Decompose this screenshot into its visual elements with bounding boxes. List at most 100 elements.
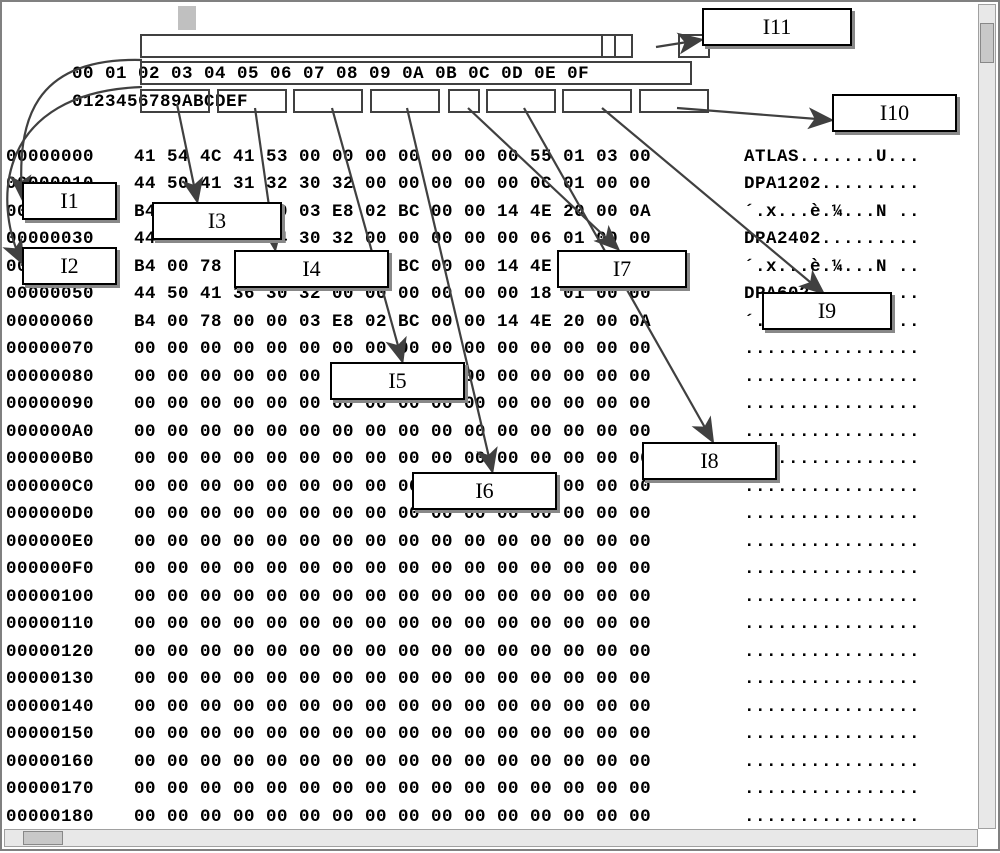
highlight-r2_b1 [140, 89, 210, 113]
highlight-header_sel [178, 6, 196, 30]
v-scroll-thumb[interactable] [980, 23, 994, 63]
ascii-cell[interactable]: ................ [744, 666, 920, 694]
hex-bytes-cell[interactable]: 00 00 00 00 00 00 00 00 00 00 00 00 00 0… [134, 694, 744, 722]
hex-row[interactable]: 0000013000 00 00 00 00 00 00 00 00 00 00… [6, 666, 976, 694]
horizontal-scrollbar[interactable] [4, 829, 978, 847]
offset-cell: 00000070 [6, 336, 134, 364]
ascii-cell[interactable]: ´.x...è.¼...N .. [744, 254, 920, 282]
offset-cell: 00000060 [6, 309, 134, 337]
hex-bytes-cell[interactable]: 00 00 00 00 00 00 00 00 00 00 00 00 00 0… [134, 639, 744, 667]
ascii-cell[interactable]: ................ [744, 776, 920, 804]
highlight-row1_box [140, 61, 692, 85]
highlight-r2_b5 [448, 89, 480, 113]
hex-bytes-cell[interactable]: 44 50 41 31 32 30 32 00 00 00 00 00 0C 0… [134, 171, 744, 199]
offset-cell: 00000090 [6, 391, 134, 419]
ascii-cell[interactable]: ................ [744, 694, 920, 722]
ascii-cell[interactable]: ................ [744, 391, 920, 419]
hex-bytes-cell[interactable]: 00 00 00 00 00 00 00 00 00 00 00 00 00 0… [134, 584, 744, 612]
ascii-cell[interactable]: ................ [744, 749, 920, 777]
offset-cell: 00000180 [6, 804, 134, 828]
ascii-cell[interactable]: ................ [744, 336, 920, 364]
annotation-label-I8: I8 [642, 442, 777, 480]
h-scroll-thumb[interactable] [23, 831, 63, 845]
hex-bytes-cell[interactable]: 00 00 00 00 00 00 00 00 00 00 00 00 00 0… [134, 804, 744, 828]
ascii-cell[interactable]: ................ [744, 584, 920, 612]
annotation-label-I6: I6 [412, 472, 557, 510]
annotation-label-I1: I1 [22, 182, 117, 220]
hex-row[interactable]: 0000011000 00 00 00 00 00 00 00 00 00 00… [6, 611, 976, 639]
annotation-label-I3: I3 [152, 202, 282, 240]
hex-row[interactable]: 0000018000 00 00 00 00 00 00 00 00 00 00… [6, 804, 976, 828]
hex-bytes-cell[interactable]: 00 00 00 00 00 00 00 00 00 00 00 00 00 0… [134, 749, 744, 777]
hex-row[interactable]: 0000007000 00 00 00 00 00 00 00 00 00 00… [6, 336, 976, 364]
ascii-cell[interactable]: ................ [744, 804, 920, 828]
hex-bytes-cell[interactable]: B4 00 78 00 00 03 E8 02 BC 00 00 14 4E 2… [134, 309, 744, 337]
offset-cell: 00000080 [6, 364, 134, 392]
hex-dump-area[interactable]: 00 01 02 03 04 05 06 07 08 09 0A 0B 0C 0… [6, 6, 976, 827]
annotation-label-I2: I2 [22, 247, 117, 285]
offset-cell: 00000100 [6, 584, 134, 612]
offset-cell: 000000F0 [6, 556, 134, 584]
hex-row[interactable]: 00000040B4 00 78 00 00 03 E8 02 BC 00 00… [6, 254, 976, 282]
hex-row[interactable]: 0000001044 50 41 31 32 30 32 00 00 00 00… [6, 171, 976, 199]
offset-cell: 00000050 [6, 281, 134, 309]
hex-bytes-cell[interactable]: 00 00 00 00 00 00 00 00 00 00 00 00 00 0… [134, 721, 744, 749]
ascii-cell[interactable]: ATLAS.......U... [744, 144, 920, 172]
offset-cell: 00000110 [6, 611, 134, 639]
hex-bytes-cell[interactable]: 41 54 4C 41 53 00 00 00 00 00 00 00 55 0… [134, 144, 744, 172]
highlight-r2_b2 [217, 89, 287, 113]
highlight-r2_b3 [293, 89, 363, 113]
ascii-cell[interactable]: ................ [744, 501, 920, 529]
highlight-r2_b7 [562, 89, 632, 113]
hex-row[interactable]: 0000008000 00 00 00 00 00 00 00 00 00 00… [6, 364, 976, 392]
offset-cell: 00000150 [6, 721, 134, 749]
hex-row[interactable]: 000000E000 00 00 00 00 00 00 00 00 00 00… [6, 529, 976, 557]
offset-cell: 000000B0 [6, 446, 134, 474]
annotation-label-I4: I4 [234, 250, 389, 288]
hex-row[interactable]: 000000F000 00 00 00 00 00 00 00 00 00 00… [6, 556, 976, 584]
hex-bytes-cell[interactable]: 00 00 00 00 00 00 00 00 00 00 00 00 00 0… [134, 666, 744, 694]
hex-bytes-cell[interactable]: 00 00 00 00 00 00 00 00 00 00 00 00 00 0… [134, 611, 744, 639]
hex-row[interactable]: 0000000041 54 4C 41 53 00 00 00 00 00 00… [6, 144, 976, 172]
ascii-cell[interactable]: DPA2402......... [744, 226, 920, 254]
highlight-r2_b6 [486, 89, 556, 113]
offset-cell: 00000120 [6, 639, 134, 667]
hex-row[interactable]: 0000009000 00 00 00 00 00 00 00 00 00 00… [6, 391, 976, 419]
hex-row[interactable]: 000000A000 00 00 00 00 00 00 00 00 00 00… [6, 419, 976, 447]
ascii-cell[interactable]: ´.x...è.¼...N .. [744, 199, 920, 227]
hex-row[interactable]: 0000010000 00 00 00 00 00 00 00 00 00 00… [6, 584, 976, 612]
hex-row[interactable]: 0000015000 00 00 00 00 00 00 00 00 00 00… [6, 721, 976, 749]
hex-bytes-cell[interactable]: 00 00 00 00 00 00 00 00 00 00 00 00 00 0… [134, 529, 744, 557]
hex-row[interactable]: 0000016000 00 00 00 00 00 00 00 00 00 00… [6, 749, 976, 777]
hex-bytes-cell[interactable]: 00 00 00 00 00 00 00 00 00 00 00 00 00 0… [134, 776, 744, 804]
ascii-cell[interactable]: ................ [744, 611, 920, 639]
ascii-cell[interactable]: ................ [744, 721, 920, 749]
offset-cell: 00000140 [6, 694, 134, 722]
hex-editor-window: 00 01 02 03 04 05 06 07 08 09 0A 0B 0C 0… [0, 0, 1000, 851]
ascii-cell[interactable]: ................ [744, 639, 920, 667]
vertical-scrollbar[interactable] [978, 4, 996, 829]
hex-bytes-cell[interactable]: 00 00 00 00 00 00 00 00 00 00 00 00 00 0… [134, 556, 744, 584]
annotation-label-I5: I5 [330, 362, 465, 400]
offset-cell: 000000D0 [6, 501, 134, 529]
hex-row[interactable]: 0000012000 00 00 00 00 00 00 00 00 00 00… [6, 639, 976, 667]
highlight-r2_b8 [639, 89, 709, 113]
highlight-row0_box [140, 34, 616, 58]
offset-cell: 000000E0 [6, 529, 134, 557]
highlight-r2_b4 [370, 89, 440, 113]
hex-row[interactable]: 000000B000 00 00 00 00 00 00 00 00 00 00… [6, 446, 976, 474]
hex-bytes-cell[interactable]: 00 00 00 00 00 00 00 00 00 00 00 00 00 0… [134, 336, 744, 364]
highlight-row0_box2 [601, 34, 633, 58]
ascii-cell[interactable]: ................ [744, 529, 920, 557]
offset-cell: 00000160 [6, 749, 134, 777]
annotation-label-I11: I11 [702, 8, 852, 46]
annotation-label-I10: I10 [832, 94, 957, 132]
annotation-label-I9: I9 [762, 292, 892, 330]
ascii-cell[interactable]: DPA1202......... [744, 171, 920, 199]
offset-cell: 000000A0 [6, 419, 134, 447]
hex-row[interactable]: 0000017000 00 00 00 00 00 00 00 00 00 00… [6, 776, 976, 804]
offset-cell: 00000130 [6, 666, 134, 694]
hex-row[interactable]: 0000014000 00 00 00 00 00 00 00 00 00 00… [6, 694, 976, 722]
ascii-cell[interactable]: ................ [744, 364, 920, 392]
ascii-cell[interactable]: ................ [744, 556, 920, 584]
